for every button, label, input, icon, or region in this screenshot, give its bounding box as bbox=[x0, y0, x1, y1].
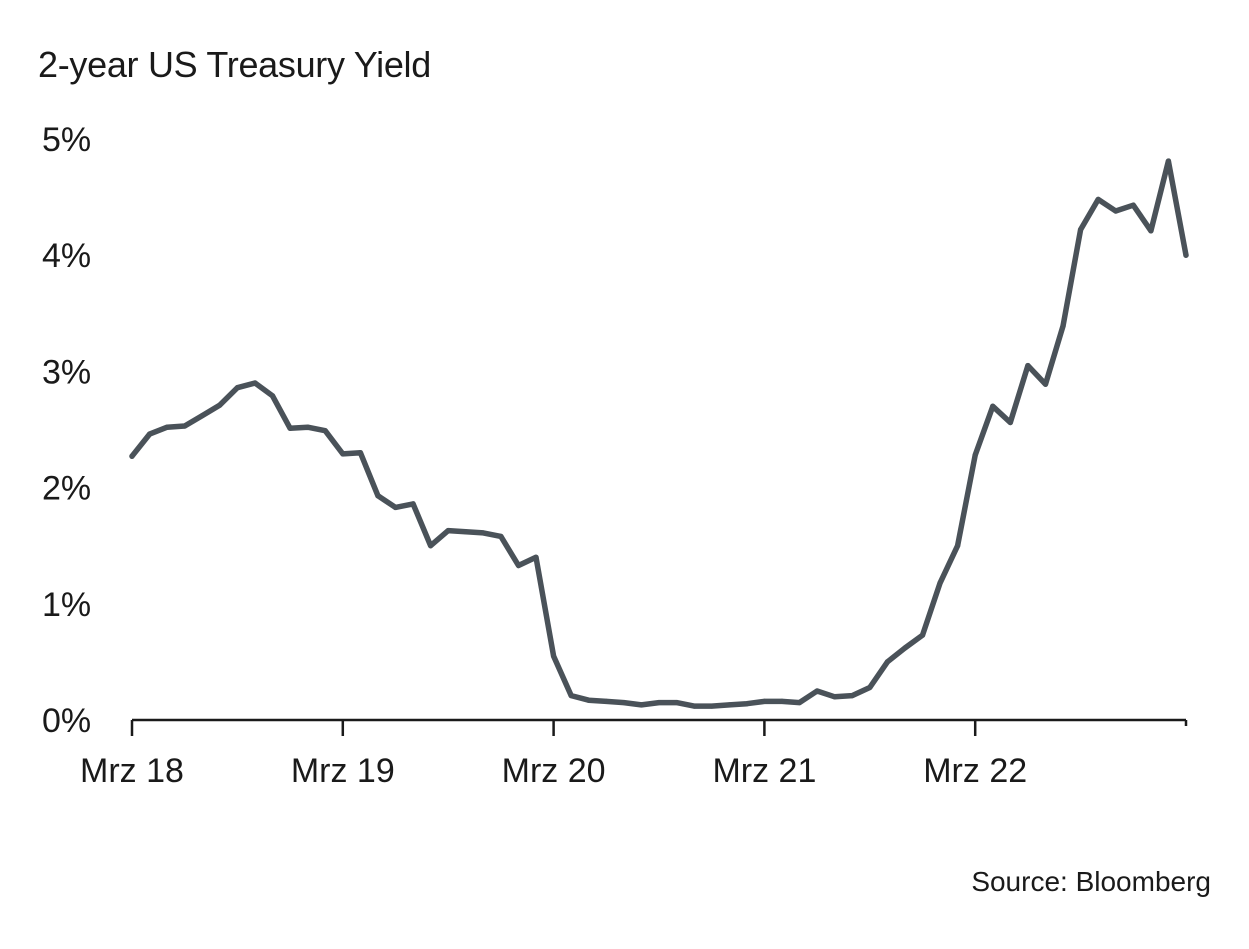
chart-title: 2-year US Treasury Yield bbox=[38, 44, 431, 85]
data-point bbox=[234, 385, 240, 391]
data-point bbox=[884, 659, 890, 665]
data-point bbox=[1113, 208, 1119, 214]
data-point bbox=[252, 380, 258, 386]
data-point bbox=[761, 698, 768, 705]
data-point bbox=[691, 703, 697, 709]
data-point bbox=[1183, 252, 1189, 258]
data-point bbox=[1148, 228, 1154, 234]
data-point bbox=[586, 697, 592, 703]
data-point bbox=[428, 543, 434, 549]
data-point bbox=[551, 653, 557, 659]
data-point bbox=[322, 428, 328, 434]
data-point bbox=[1095, 196, 1101, 203]
data-point bbox=[656, 699, 662, 706]
data-point bbox=[392, 504, 399, 510]
data-point bbox=[990, 403, 996, 409]
x-tick-label: Mrz 20 bbox=[502, 752, 606, 790]
x-tick-label: Mrz 19 bbox=[291, 752, 395, 790]
data-point bbox=[217, 402, 223, 408]
data-point bbox=[937, 580, 943, 586]
data-point bbox=[340, 451, 346, 457]
y-tick-label: 5% bbox=[42, 121, 91, 159]
x-tick-label: Mrz 21 bbox=[712, 752, 816, 790]
y-tick-label: 3% bbox=[42, 353, 91, 391]
y-tick-label: 0% bbox=[42, 702, 91, 740]
data-point bbox=[709, 703, 715, 709]
series-layer bbox=[129, 158, 1189, 709]
data-point bbox=[375, 493, 381, 499]
data-point bbox=[1078, 227, 1084, 233]
data-point bbox=[410, 501, 416, 507]
y-tick-label: 1% bbox=[42, 586, 91, 624]
data-point bbox=[445, 527, 451, 534]
y-tick-label: 4% bbox=[42, 237, 91, 275]
data-point bbox=[1007, 419, 1013, 426]
x-axis: Mrz 18 Mrz 19 Mrz 20 Mrz 21 Mrz 22 bbox=[80, 718, 1188, 790]
data-point bbox=[305, 424, 311, 430]
data-point bbox=[955, 543, 961, 549]
data-point bbox=[498, 533, 504, 540]
data-point bbox=[603, 698, 609, 705]
data-point bbox=[867, 684, 873, 691]
data-point bbox=[902, 645, 908, 651]
data-point bbox=[269, 393, 276, 399]
data-point bbox=[480, 530, 486, 536]
data-point bbox=[673, 699, 680, 706]
data-point bbox=[357, 450, 363, 456]
data-point bbox=[182, 423, 188, 429]
data-point bbox=[164, 424, 170, 430]
data-point bbox=[463, 529, 469, 535]
data-point bbox=[972, 452, 978, 458]
data-point bbox=[515, 562, 522, 569]
data-point bbox=[621, 699, 627, 706]
data-point bbox=[744, 701, 750, 707]
data-point bbox=[1025, 362, 1031, 369]
data-point bbox=[1060, 323, 1066, 329]
data-point bbox=[726, 702, 732, 708]
data-point bbox=[796, 699, 803, 706]
data-point bbox=[849, 692, 855, 699]
y-tick-label: 2% bbox=[42, 470, 91, 508]
data-point bbox=[1042, 381, 1049, 387]
data-point bbox=[779, 698, 785, 705]
data-point bbox=[199, 412, 205, 419]
data-point bbox=[568, 692, 574, 699]
data-point bbox=[1130, 202, 1136, 208]
x-tick-label: Mrz 22 bbox=[923, 752, 1027, 790]
series-line bbox=[129, 158, 1189, 709]
data-point bbox=[129, 453, 135, 459]
data-point bbox=[146, 431, 153, 437]
data-point bbox=[832, 694, 838, 700]
data-point bbox=[814, 688, 820, 694]
data-point bbox=[533, 554, 539, 560]
source-note: Source: Bloomberg bbox=[971, 866, 1211, 897]
data-point bbox=[638, 702, 645, 708]
x-tick-label: Mrz 18 bbox=[80, 752, 184, 790]
y-axis-tick-labels: 0% 1% 2% 3% 4% 5% bbox=[42, 121, 91, 740]
data-point bbox=[919, 632, 926, 638]
data-point bbox=[1165, 158, 1172, 164]
data-point bbox=[287, 425, 293, 431]
